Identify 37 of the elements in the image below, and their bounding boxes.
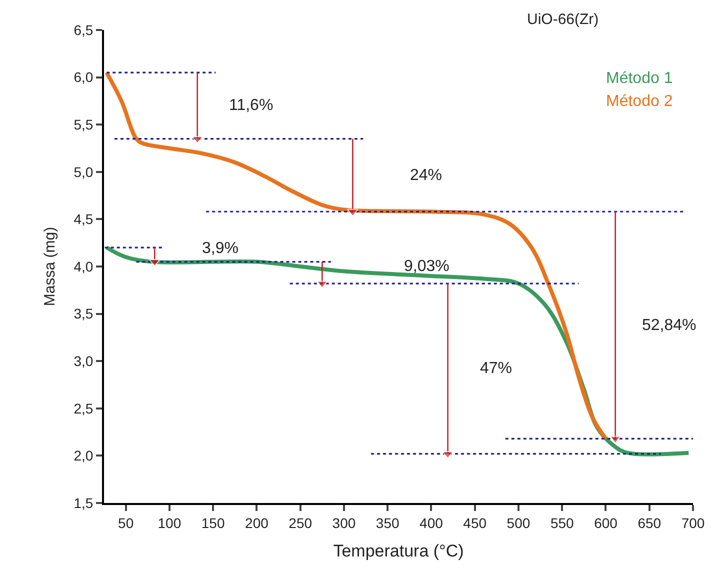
y-tick-label: 1,5 [74,494,94,511]
x-tick-label: 700 [681,514,705,531]
x-tick-label: 500 [506,514,530,531]
y-tick-label: 4,0 [74,258,94,274]
x-tick-label: 400 [420,514,444,531]
x-tick-label: 350 [376,514,400,531]
x-tick-label: 650 [638,514,662,531]
x-tick-label: 550 [550,514,574,531]
x-tick-label: 600 [594,514,618,531]
annotation: 47% [480,360,512,377]
y-axis-title: Massa (mg) [41,226,58,306]
text: Método 1 [606,70,673,87]
y-tick-label: 3,5 [74,306,94,322]
y-tick-label: 2,5 [74,400,94,416]
annotation: 11,6% [229,97,274,114]
text: Método 2 [606,93,673,110]
annotation: 24% [410,167,442,184]
x-axis-title: Temperatura (°C) [333,542,464,561]
y-tick-label: 3,0 [74,353,94,369]
x-tick-label: 200 [245,514,269,531]
y-tick-label: 6,0 [74,69,94,86]
x-tick-label: 50 [118,514,134,531]
x-tick-label: 250 [288,514,312,531]
chart-title: UiO-66(Zr) [527,11,599,28]
x-tick-label: 450 [463,514,487,531]
y-tick-label: 4,5 [74,211,94,228]
x-tick-label: 300 [332,514,356,531]
annotation: 9,03% [404,258,450,275]
y-tick-label: 5,5 [74,116,94,132]
x-tick-label: 150 [201,514,225,531]
y-tick-label: 6,5 [74,22,94,38]
y-tick-label: 5,0 [74,164,94,180]
line-series [104,70,608,441]
annotation: 3,9% [202,240,238,257]
annotation: 52,84% [642,317,696,334]
x-tick-label: 100 [158,514,182,531]
y-tick-label: 2,0 [74,448,94,464]
